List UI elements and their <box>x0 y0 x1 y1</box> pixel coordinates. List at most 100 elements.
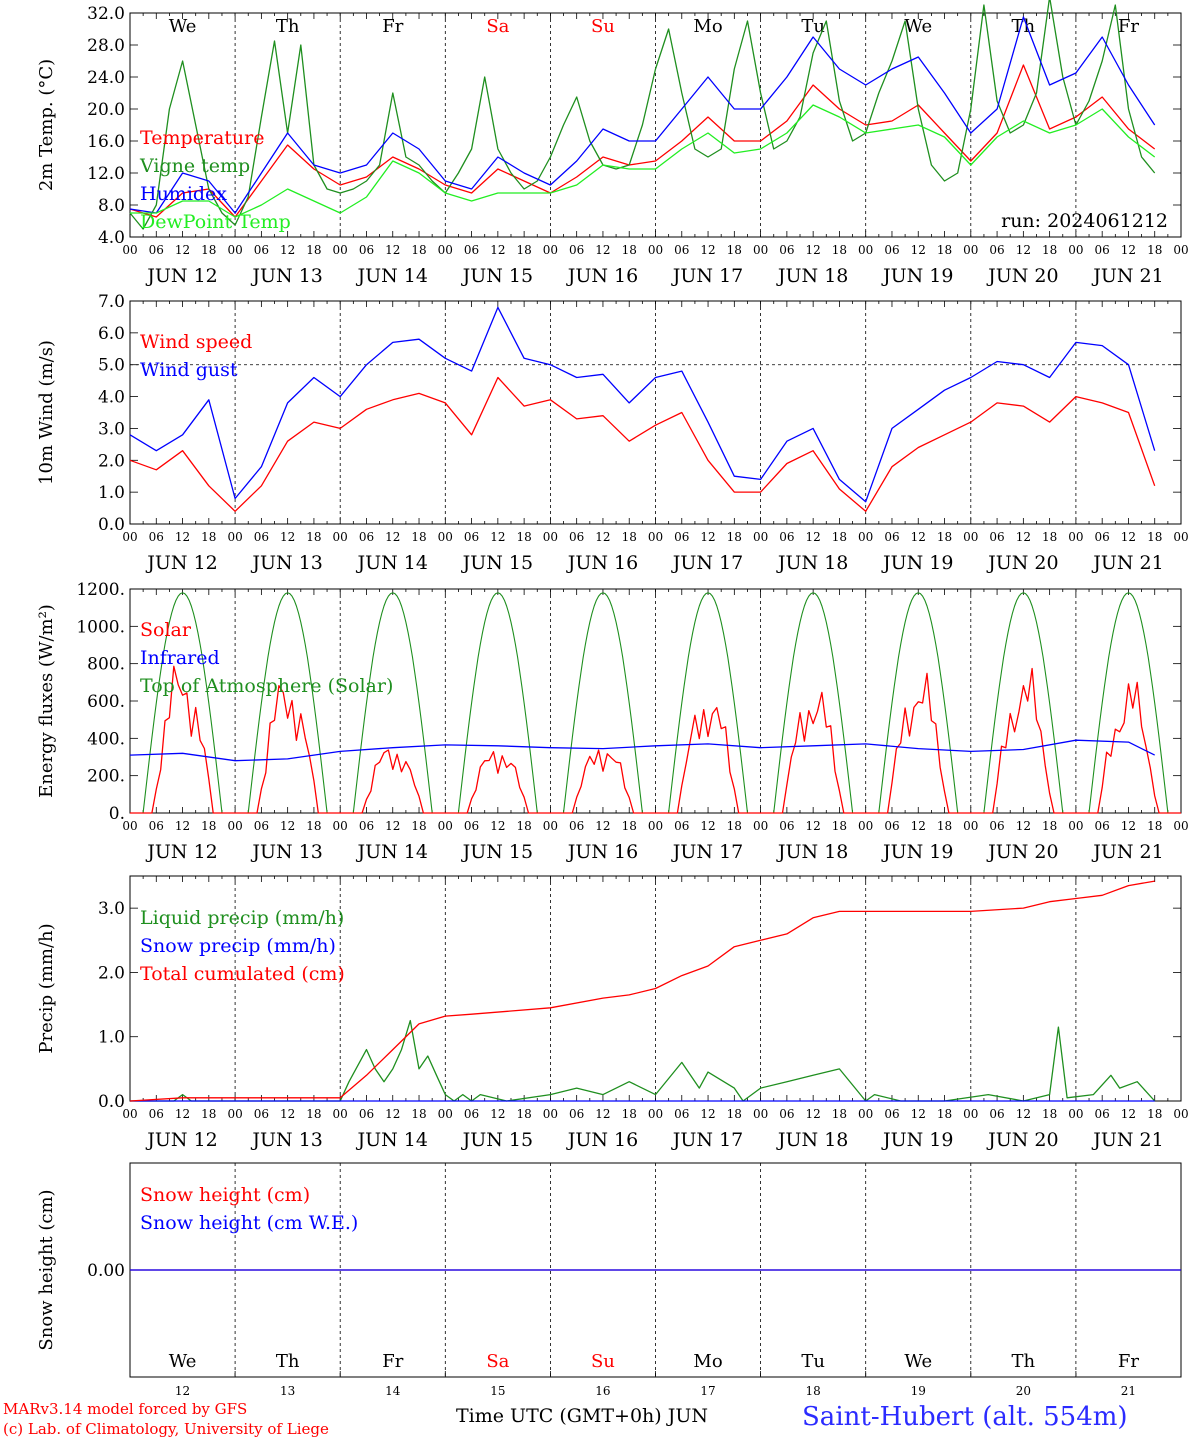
panel-temp-date-label: JUN 19 <box>881 265 953 287</box>
panel-snow-weekday: We <box>169 1351 197 1372</box>
panel-wind-hour-label: 12 <box>175 530 190 544</box>
panel-snow-day-number: 17 <box>700 1384 715 1398</box>
panel-temp-hour-label: 00 <box>543 243 558 257</box>
panel-precip-hour-label: 18 <box>306 1107 321 1121</box>
panel-precip-hour-label: 00 <box>753 1107 768 1121</box>
panel-precip-hour-label: 18 <box>516 1107 531 1121</box>
panel-precip-hour-label: 12 <box>175 1107 190 1121</box>
panel-precip-date-label: JUN 18 <box>776 1129 848 1151</box>
panel-temp-legend-temperature: Temperature <box>140 127 264 149</box>
panel-precip-date-label: JUN 21 <box>1091 1129 1163 1151</box>
panel-temp-legend-dewpoint-temp: DewPoint Temp <box>140 211 291 233</box>
panel-precip-hour-label: 18 <box>832 1107 847 1121</box>
panel-temp-weekday: Fr <box>1118 16 1139 37</box>
panel-temp-hour-label: 06 <box>779 243 794 257</box>
panel-temp-hour-label: 00 <box>1173 243 1188 257</box>
panel-precip-hour-label: 00 <box>543 1107 558 1121</box>
panel-wind-date-label: JUN 17 <box>671 552 743 574</box>
series-vigne-temp <box>129 0 1156 230</box>
panel-snow-weekday: Tu <box>801 1351 825 1372</box>
panel-energy-date-label: JUN 13 <box>250 841 322 863</box>
panel-precip-hour-label: 12 <box>385 1107 400 1121</box>
panel-wind-hour-label: 06 <box>989 530 1004 544</box>
panel-energy-hour-label: 00 <box>333 819 348 833</box>
panel-precip-hour-label: 06 <box>989 1107 1004 1121</box>
panel-temp-date-label: JUN 18 <box>776 265 848 287</box>
panel-temp-hour-label: 06 <box>359 243 374 257</box>
panel-precip-date-label: JUN 20 <box>986 1129 1058 1151</box>
panel-wind-hour-label: 12 <box>385 530 400 544</box>
panel-energy-hour-label: 12 <box>595 819 610 833</box>
panel-energy-hour-label: 18 <box>937 819 952 833</box>
panel-temp-date-label: JUN 14 <box>356 265 428 287</box>
panel-temp-hour-label: 06 <box>884 243 899 257</box>
panel-energy-date-label: JUN 16 <box>566 841 638 863</box>
panel-temp-hour-label: 18 <box>832 243 847 257</box>
panel-snow-day-number: 20 <box>1016 1384 1031 1398</box>
panel-wind-hour-label: 06 <box>254 530 269 544</box>
panel-wind-date-label: JUN 14 <box>356 552 428 574</box>
panel-precip-hour-label: 00 <box>122 1107 137 1121</box>
panel-snow-legend-snow-height-cm: Snow height (cm) <box>140 1184 310 1206</box>
panel-energy-ytick-label: 200. <box>87 767 125 787</box>
panel-wind-hour-label: 18 <box>516 530 531 544</box>
panel-temp-date-label: JUN 15 <box>461 265 533 287</box>
panel-precip-hour-label: 06 <box>884 1107 899 1121</box>
panel-energy-ytick-label: 600. <box>87 692 125 712</box>
panel-wind-hour-label: 18 <box>832 530 847 544</box>
panel-precip-hour-label: 06 <box>674 1107 689 1121</box>
panel-energy-hour-label: 06 <box>779 819 794 833</box>
panel-precip-hour-label: 00 <box>438 1107 453 1121</box>
panel-temp-weekday: Th <box>276 16 300 37</box>
panel-wind-ytick-label: 0.0 <box>98 515 125 535</box>
panel-energy-hour-label: 12 <box>175 819 190 833</box>
panel-wind-hour-label: 00 <box>1068 530 1083 544</box>
panel-temp-hour-label: 06 <box>149 243 164 257</box>
panel-energy-ytick-label: 400. <box>87 729 125 749</box>
panel-snow-weekday: Sa <box>486 1351 509 1372</box>
lab-credit: (c) Lab. of Climatology, University of L… <box>3 1420 329 1438</box>
panel-precip-ytick-label: 3.0 <box>98 899 125 919</box>
panel-wind-hour-label: 06 <box>569 530 584 544</box>
panel-energy-hour-label: 18 <box>306 819 321 833</box>
panel-wind-date-label: JUN 12 <box>145 552 217 574</box>
panel-temp-hour-label: 00 <box>438 243 453 257</box>
panel-wind-hour-label: 12 <box>1016 530 1031 544</box>
time-axis-label: Time UTC (GMT+0h) JUN <box>456 1405 708 1427</box>
panel-temp-hour-label: 12 <box>280 243 295 257</box>
panel-energy-date-label: JUN 14 <box>356 841 428 863</box>
panel-energy-frame <box>129 588 1182 814</box>
panel-wind-date-label: JUN 19 <box>881 552 953 574</box>
panel-wind-hour-label: 00 <box>963 530 978 544</box>
panel-wind-ylabel: 10m Wind (m/s) <box>36 340 57 485</box>
panel-precip-hour-label: 18 <box>622 1107 637 1121</box>
panel-temp-hour-label: 00 <box>1068 243 1083 257</box>
panel-energy-hour-label: 00 <box>1173 819 1188 833</box>
panel-temp-hour-label: 06 <box>254 243 269 257</box>
panel-energy-ytick-label: 0. <box>109 804 125 824</box>
panel-snow-weekday: Fr <box>382 1351 403 1372</box>
panel-energy-ytick-label: 1200. <box>76 580 125 600</box>
panel-snow-weekday: Th <box>1012 1351 1036 1372</box>
panel-wind-hour-label: 18 <box>727 530 742 544</box>
panel-wind-hour-label: 00 <box>333 530 348 544</box>
panel-wind-hour-label: 18 <box>411 530 426 544</box>
panel-precip-hour-label: 06 <box>464 1107 479 1121</box>
panel-energy-hour-label: 18 <box>411 819 426 833</box>
panel-temp-legend-humidex: Humidex <box>140 183 227 205</box>
panel-precip-hour-label: 12 <box>911 1107 926 1121</box>
panel-temp-hour-label: 18 <box>1042 243 1057 257</box>
panel-snow-day-number: 18 <box>806 1384 821 1398</box>
panel-temp-date-label: JUN 21 <box>1091 265 1163 287</box>
panel-energy-date-label: JUN 18 <box>776 841 848 863</box>
panel-energy-hour-label: 06 <box>674 819 689 833</box>
panel-precip-hour-label: 00 <box>963 1107 978 1121</box>
panel-temp-ytick-label: 12.0 <box>87 164 125 184</box>
panel-temp-weekday: Fr <box>382 16 403 37</box>
panel-wind-hour-label: 18 <box>1042 530 1057 544</box>
panel-temp-weekday: Mo <box>693 16 722 37</box>
panel-wind-hour-label: 00 <box>543 530 558 544</box>
panel-temp-date-label: JUN 13 <box>250 265 322 287</box>
panel-energy-hour-label: 00 <box>648 819 663 833</box>
